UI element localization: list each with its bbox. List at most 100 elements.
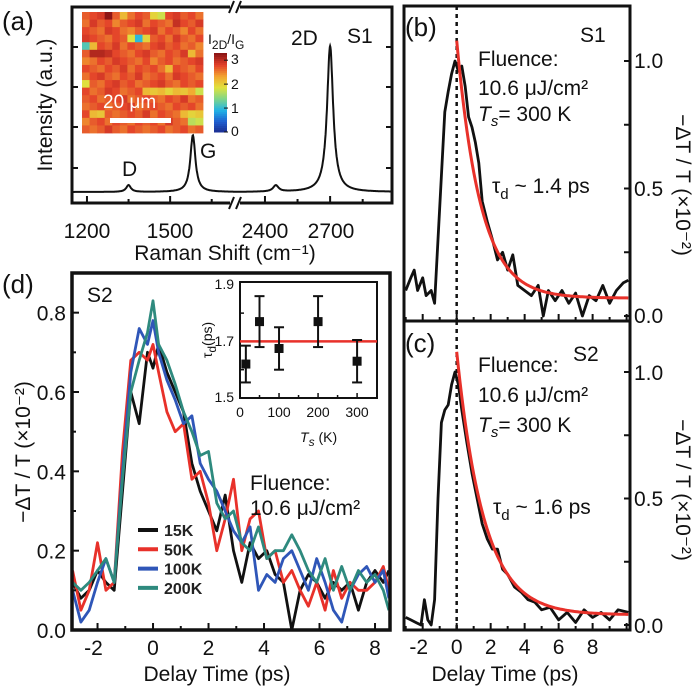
heatmap-cell bbox=[104, 19, 113, 28]
colorbar-segment bbox=[214, 70, 227, 74]
heatmap-cell bbox=[104, 95, 113, 104]
heatmap-cell bbox=[119, 80, 128, 89]
heatmap-cell bbox=[89, 102, 98, 111]
panel-a-label: (a) bbox=[2, 6, 34, 36]
heatmap-cell bbox=[127, 64, 136, 73]
heatmap-cell bbox=[172, 80, 181, 89]
peak-label-g: G bbox=[200, 140, 216, 163]
heatmap-cell bbox=[127, 49, 136, 58]
sample-label-s1: S1 bbox=[347, 25, 373, 48]
heatmap-cell bbox=[172, 64, 181, 73]
panel-d-label: (d) bbox=[2, 269, 34, 299]
heatmap-cell bbox=[172, 117, 181, 126]
inset-data-point bbox=[255, 317, 265, 327]
heatmap-cell bbox=[97, 125, 106, 134]
y-tick-label: 0.8 bbox=[37, 303, 66, 326]
heatmap-cell bbox=[97, 72, 106, 81]
heatmap-cell bbox=[157, 95, 166, 104]
inset-x-label: Ts (K) bbox=[300, 429, 337, 449]
legend-label-50K: 50K bbox=[164, 542, 194, 559]
heatmap-cell bbox=[172, 57, 181, 66]
heatmap-cell bbox=[187, 42, 196, 51]
heatmap-cell bbox=[104, 57, 113, 66]
heatmap-cell bbox=[82, 95, 90, 104]
colorbar-segment bbox=[214, 84, 227, 88]
plot-frame bbox=[402, 319, 632, 632]
heatmap-cell bbox=[187, 110, 196, 119]
heatmap-cell bbox=[165, 57, 174, 66]
colorbar-segment bbox=[214, 118, 227, 121]
heatmap-cell bbox=[112, 64, 121, 73]
x-tick-label: 2 bbox=[485, 636, 497, 659]
heatmap-cell bbox=[82, 117, 90, 126]
colorbar-segment bbox=[214, 108, 227, 111]
heatmap-cell bbox=[82, 64, 90, 73]
heatmap-cell bbox=[104, 27, 113, 36]
heatmap-cell bbox=[142, 72, 151, 81]
raman-spectrum-left bbox=[72, 133, 235, 193]
x-tick-label: 4 bbox=[519, 636, 531, 659]
heatmap-cell bbox=[150, 102, 159, 111]
heatmap-cell bbox=[134, 19, 143, 28]
heatmap-cell bbox=[142, 27, 151, 36]
heatmap-cell bbox=[180, 102, 189, 111]
heatmap-cell bbox=[150, 27, 159, 36]
heatmap-cell bbox=[112, 95, 121, 104]
exponential-fit bbox=[455, 351, 629, 616]
heatmap-cell bbox=[165, 110, 174, 119]
heatmap-cell bbox=[82, 19, 90, 28]
legend-label-200K: 200K bbox=[164, 581, 203, 598]
inset-x-tick: 200 bbox=[306, 404, 330, 420]
y-tick-label: 1.0 bbox=[634, 50, 663, 73]
colorbar-segment bbox=[214, 90, 227, 93]
heatmap-cell bbox=[134, 57, 143, 66]
y-tick-label: 0.0 bbox=[634, 615, 663, 638]
heatmap-cell bbox=[142, 95, 151, 104]
x-axis-label: Delay Time (ps) bbox=[431, 663, 578, 686]
heatmap-cell bbox=[112, 110, 121, 119]
raman-spectrum-right bbox=[235, 42, 392, 193]
heatmap-cell bbox=[112, 49, 121, 58]
heatmap-cell bbox=[172, 12, 181, 20]
y-tick-label: 0.4 bbox=[37, 461, 67, 484]
heatmap-cell bbox=[165, 87, 174, 96]
colorbar-segment bbox=[214, 58, 227, 62]
scalebar-label: 20 μm bbox=[103, 92, 156, 113]
heatmap-cell bbox=[172, 110, 181, 119]
heatmap-cell bbox=[134, 110, 143, 119]
heatmap-cell bbox=[165, 12, 174, 20]
heatmap-cell bbox=[187, 27, 196, 36]
heatmap-cell bbox=[97, 12, 106, 20]
heatmap-cell bbox=[195, 34, 204, 43]
y-tick-label: 0.5 bbox=[634, 178, 663, 201]
heatmap-cell bbox=[82, 125, 90, 134]
fluence-label: Fluence: bbox=[478, 48, 559, 71]
colorbar-segment bbox=[214, 112, 227, 115]
heatmap-cell bbox=[104, 49, 113, 58]
heatmap-cell bbox=[119, 87, 128, 96]
heatmap-cell bbox=[112, 12, 121, 20]
heatmap-cell bbox=[134, 102, 143, 111]
heatmap-cell bbox=[157, 34, 166, 43]
heatmap-cell bbox=[134, 95, 143, 104]
heatmap-cell bbox=[187, 117, 196, 126]
heatmap-cell bbox=[172, 19, 181, 28]
legend-label-15K: 15K bbox=[164, 523, 194, 540]
heatmap-cell bbox=[150, 87, 159, 96]
y-axis-label: −ΔT / T (×10⁻²) bbox=[671, 114, 694, 256]
heatmap-cell bbox=[187, 34, 196, 43]
heatmap-cell bbox=[127, 110, 136, 119]
colorbar-segment bbox=[214, 62, 227, 66]
panel-d-plot bbox=[70, 271, 392, 632]
sample-label-s2: S2 bbox=[573, 343, 599, 366]
heatmap-cell bbox=[157, 87, 166, 96]
heatmap-cell bbox=[127, 95, 136, 104]
colorbar-label: I2D/IG bbox=[208, 31, 244, 52]
heatmap-cell bbox=[82, 34, 90, 43]
x-tick-label: 0 bbox=[147, 637, 159, 660]
heatmap-cell bbox=[127, 57, 136, 66]
heatmap-cell bbox=[104, 34, 113, 43]
inset-data-point bbox=[274, 343, 284, 353]
heatmap-cell bbox=[127, 125, 136, 134]
colorbar-segment bbox=[214, 130, 227, 133]
